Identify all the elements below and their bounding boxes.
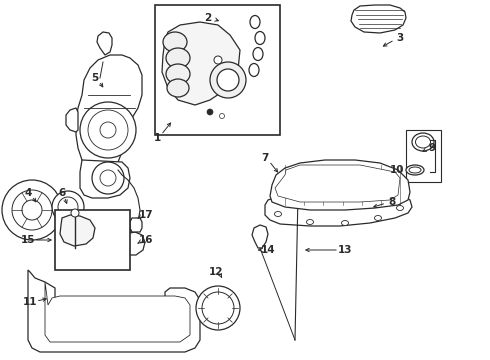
- Circle shape: [2, 180, 62, 240]
- Ellipse shape: [409, 167, 421, 173]
- Ellipse shape: [396, 206, 403, 211]
- Polygon shape: [130, 218, 142, 232]
- Ellipse shape: [196, 286, 240, 330]
- Text: 10: 10: [390, 165, 404, 175]
- Circle shape: [100, 170, 116, 186]
- Polygon shape: [351, 5, 406, 33]
- Ellipse shape: [412, 133, 434, 151]
- Polygon shape: [270, 160, 410, 210]
- Ellipse shape: [250, 15, 260, 28]
- Ellipse shape: [406, 165, 424, 175]
- Text: 12: 12: [209, 267, 223, 277]
- Circle shape: [210, 62, 246, 98]
- Text: 9: 9: [428, 143, 436, 153]
- Polygon shape: [275, 165, 400, 202]
- Circle shape: [100, 122, 116, 138]
- Polygon shape: [76, 55, 142, 175]
- Circle shape: [58, 197, 78, 217]
- Text: 4: 4: [24, 188, 32, 198]
- Ellipse shape: [342, 220, 348, 225]
- Polygon shape: [265, 190, 412, 226]
- Polygon shape: [116, 232, 145, 255]
- Ellipse shape: [167, 79, 189, 97]
- Circle shape: [12, 190, 52, 230]
- Text: 8: 8: [389, 197, 395, 207]
- Text: 1: 1: [153, 133, 161, 143]
- Ellipse shape: [374, 216, 382, 220]
- Text: 2: 2: [204, 13, 212, 23]
- Polygon shape: [28, 270, 200, 352]
- Circle shape: [52, 191, 84, 223]
- Polygon shape: [80, 160, 130, 198]
- Bar: [406, 130, 441, 182]
- Ellipse shape: [202, 292, 234, 324]
- Ellipse shape: [163, 32, 187, 52]
- Circle shape: [71, 209, 79, 217]
- Ellipse shape: [274, 211, 281, 216]
- Ellipse shape: [255, 31, 265, 45]
- Text: 17: 17: [139, 210, 153, 220]
- Polygon shape: [66, 108, 78, 132]
- Ellipse shape: [166, 48, 190, 68]
- Circle shape: [214, 56, 222, 64]
- Circle shape: [92, 162, 124, 194]
- Text: 11: 11: [23, 297, 37, 307]
- Polygon shape: [162, 22, 240, 105]
- Ellipse shape: [253, 48, 263, 60]
- Text: 13: 13: [338, 245, 352, 255]
- Polygon shape: [252, 225, 268, 248]
- Text: 14: 14: [261, 245, 275, 255]
- Polygon shape: [60, 215, 95, 246]
- Circle shape: [88, 110, 128, 150]
- Circle shape: [80, 102, 136, 158]
- Text: 6: 6: [58, 188, 66, 198]
- Text: 15: 15: [21, 235, 35, 245]
- Ellipse shape: [249, 63, 259, 77]
- Text: 7: 7: [261, 153, 269, 163]
- Ellipse shape: [307, 220, 314, 225]
- Ellipse shape: [416, 136, 431, 148]
- Text: 16: 16: [139, 235, 153, 245]
- Text: 3: 3: [396, 33, 404, 43]
- Polygon shape: [97, 32, 112, 55]
- Bar: [55, 210, 130, 270]
- Ellipse shape: [166, 64, 190, 84]
- Circle shape: [207, 109, 213, 115]
- Circle shape: [294, 192, 300, 198]
- Bar: [155, 5, 280, 135]
- Text: 5: 5: [91, 73, 98, 83]
- Circle shape: [220, 113, 224, 118]
- Circle shape: [217, 69, 239, 91]
- Polygon shape: [45, 282, 190, 342]
- Circle shape: [22, 200, 42, 220]
